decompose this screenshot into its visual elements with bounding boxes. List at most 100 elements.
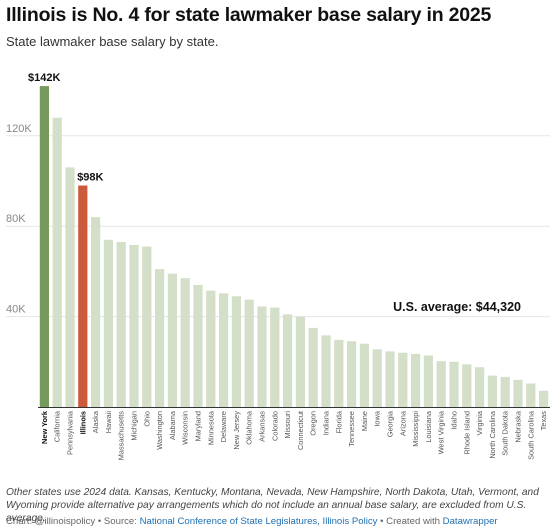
bar-north-carolina: [487, 375, 498, 407]
category-label-indiana: Indiana: [322, 410, 331, 435]
bar-alaska: [90, 217, 101, 407]
bar-tennessee: [346, 341, 357, 407]
chart-subtitle: State lawmaker base salary by state.: [6, 34, 219, 49]
bar-arkansas: [257, 306, 267, 407]
source-link[interactable]: National Conference of State Legislature…: [139, 516, 378, 527]
category-label-maryland: Maryland: [194, 411, 203, 441]
category-label-nebraska: Nebraska: [514, 410, 523, 443]
category-label-mississippi: Mississippi: [411, 411, 420, 447]
bar-chart: 40K 80K 120K New York California Pennsylvani…: [6, 72, 550, 460]
bar-minnesota: [206, 290, 216, 407]
bar-wisconsin: [180, 278, 190, 407]
credit-line: Chart: @illinoispolicy • Source: Nationa…: [6, 516, 498, 527]
footnote: Other states use 2024 data. Kansas, Kent…: [6, 487, 539, 524]
bar-delaware: [218, 293, 229, 407]
bar-maine: [359, 343, 370, 407]
category-label-oklahoma: Oklahoma: [245, 410, 254, 445]
category-label-wisconsin: Wisconsin: [181, 411, 190, 445]
value-label-new-york: $142K: [28, 72, 60, 84]
bar-iowa: [372, 349, 382, 407]
bar-rhode-island: [462, 364, 472, 407]
category-label-michigan: Michigan: [130, 411, 139, 441]
category-label-west-virginia: West Virginia: [437, 410, 446, 454]
bar-california: [52, 117, 62, 407]
bar-washington: [154, 269, 165, 407]
category-label-washington: Washington: [155, 411, 164, 450]
bar-nebraska: [513, 379, 523, 407]
bar-south-dakota: [500, 376, 510, 407]
bar-colorado: [270, 307, 280, 407]
category-label-massachusetts: Massachusetts: [117, 411, 126, 461]
bar-michigan: [129, 244, 139, 407]
y-tick-label: 80K: [6, 213, 26, 225]
bar-new-york: [39, 86, 50, 407]
bar-illinois: [78, 185, 88, 407]
bars: [39, 86, 549, 407]
bar-arizona: [398, 352, 408, 407]
bar-hawaii: [103, 239, 114, 407]
credit-prefix: Chart: @illinoispolicy • Source:: [6, 516, 140, 527]
bar-connecticut: [295, 316, 306, 407]
y-tick-label: 40K: [6, 304, 26, 316]
category-label-arizona: Arizona: [398, 410, 407, 436]
y-axis-ticks: 40K 80K 120K: [6, 123, 32, 316]
bar-south-carolina: [526, 383, 536, 407]
credit-mid: • Created with: [377, 516, 443, 527]
grid-lines: [6, 135, 550, 318]
category-label-virginia: Virginia: [475, 410, 484, 435]
category-label-pennsylvania: Pennsylvania: [66, 410, 75, 455]
category-label-new-jersey: New Jersey: [232, 411, 241, 450]
category-label-oregon: Oregon: [309, 411, 318, 436]
value-labels: $142K $98K: [28, 72, 104, 183]
bar-massachusetts: [116, 242, 126, 407]
category-label-rhode-island: Rhode Island: [462, 411, 471, 455]
category-label-alabama: Alabama: [168, 410, 177, 440]
us-average-annotation: U.S. average: $44,320: [393, 300, 521, 314]
bar-alabama: [167, 273, 178, 407]
category-label-maine: Maine: [360, 411, 369, 431]
category-label-south-dakota: South Dakota: [501, 410, 510, 456]
category-label-alaska: Alaska: [91, 410, 100, 433]
bar-texas: [538, 390, 549, 407]
category-label-north-carolina: North Carolina: [488, 410, 497, 459]
bar-georgia: [385, 351, 395, 407]
chart-title: Illinois is No. 4 for state lawmaker bas…: [6, 4, 492, 26]
bar-ohio: [142, 246, 152, 407]
category-label-delaware: Delaware: [219, 411, 228, 442]
category-label-georgia: Georgia: [386, 410, 395, 437]
bar-oklahoma: [244, 299, 254, 407]
category-label-colorado: Colorado: [270, 411, 279, 441]
bar-mississippi: [410, 353, 421, 407]
category-label-idaho: Idaho: [450, 411, 459, 430]
bar-new-jersey: [231, 296, 242, 407]
category-label-connecticut: Connecticut: [296, 411, 305, 450]
bar-virginia: [474, 367, 485, 407]
category-label-south-carolina: South Carolina: [526, 410, 535, 460]
category-labels: New York California Pennsylvania Illinois Al…: [40, 410, 548, 460]
bar-oregon: [308, 327, 318, 407]
datawrapper-link[interactable]: Datawrapper: [442, 516, 498, 527]
category-label-tennessee: Tennessee: [347, 411, 356, 447]
category-label-iowa: Iowa: [373, 410, 382, 427]
category-label-arkansas: Arkansas: [258, 411, 267, 442]
value-label-illinois: $98K: [77, 172, 103, 184]
y-tick-label: 120K: [6, 123, 32, 135]
bar-west-virginia: [436, 361, 446, 407]
category-label-florida: Florida: [334, 410, 343, 433]
bar-idaho: [449, 361, 459, 407]
bar-indiana: [321, 335, 331, 407]
bar-louisiana: [423, 355, 434, 407]
category-label-missouri: Missouri: [283, 411, 292, 439]
category-label-minnesota: Minnesota: [206, 410, 215, 445]
category-label-california: California: [53, 410, 62, 442]
category-label-hawaii: Hawaii: [104, 411, 113, 434]
category-label-new-york: New York: [40, 410, 49, 444]
bar-florida: [334, 339, 344, 407]
category-label-ohio: Ohio: [142, 411, 151, 427]
category-label-louisiana: Louisiana: [424, 410, 433, 443]
bar-maryland: [193, 284, 203, 407]
category-label-texas: Texas: [539, 411, 548, 431]
category-label-illinois: Illinois: [78, 411, 87, 434]
bar-missouri: [282, 314, 293, 407]
bar-pennsylvania: [65, 167, 75, 407]
